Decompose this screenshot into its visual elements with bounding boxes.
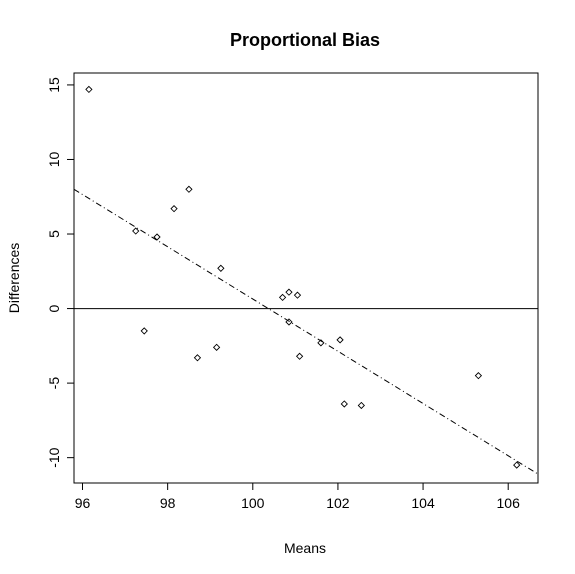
y-tick-label--5: -5	[46, 377, 62, 390]
data-point-18	[357, 401, 365, 410]
data-point-17	[340, 400, 348, 408]
y-tick-label-15: 15	[46, 77, 62, 93]
data-point-20	[513, 461, 521, 469]
trend-line	[73, 188, 539, 475]
data-point-4	[153, 233, 161, 241]
y-tick-label-5: 5	[46, 230, 62, 238]
x-tick-label-98: 98	[160, 495, 176, 511]
y-tick-label-10: 10	[46, 151, 62, 167]
chart-title: Proportional Bias	[230, 30, 380, 50]
y-axis-label: Differences	[6, 243, 22, 314]
x-axis: 96 98 100 102 104 106	[75, 483, 520, 511]
data-point-3	[140, 327, 148, 335]
data-point-15	[317, 339, 325, 347]
data-points	[85, 85, 521, 469]
x-tick-label-106: 106	[497, 495, 521, 511]
data-point-12	[285, 318, 293, 326]
x-tick-label-96: 96	[75, 495, 91, 511]
data-point-6	[185, 185, 193, 193]
data-point-10	[278, 293, 287, 302]
x-tick-label-104: 104	[411, 495, 435, 511]
y-tick-label--10: -10	[46, 447, 62, 467]
x-tick-label-100: 100	[241, 495, 265, 511]
data-point-2	[132, 227, 140, 235]
data-point-7	[193, 354, 202, 362]
data-point-9	[217, 264, 225, 272]
data-point-1	[85, 85, 93, 94]
data-point-16	[336, 336, 344, 344]
data-point-5	[170, 205, 178, 213]
y-axis: -10 -5 0 5 10 15	[46, 77, 74, 468]
data-point-14	[295, 352, 304, 360]
x-axis-label: Means	[284, 540, 326, 556]
y-tick-label-0: 0	[46, 304, 62, 312]
data-point-8	[212, 343, 221, 351]
data-point-11	[285, 288, 293, 296]
data-point-13	[293, 291, 302, 299]
plot-frame	[73, 72, 539, 484]
data-point-19	[474, 372, 483, 380]
x-tick-label-102: 102	[326, 495, 350, 511]
